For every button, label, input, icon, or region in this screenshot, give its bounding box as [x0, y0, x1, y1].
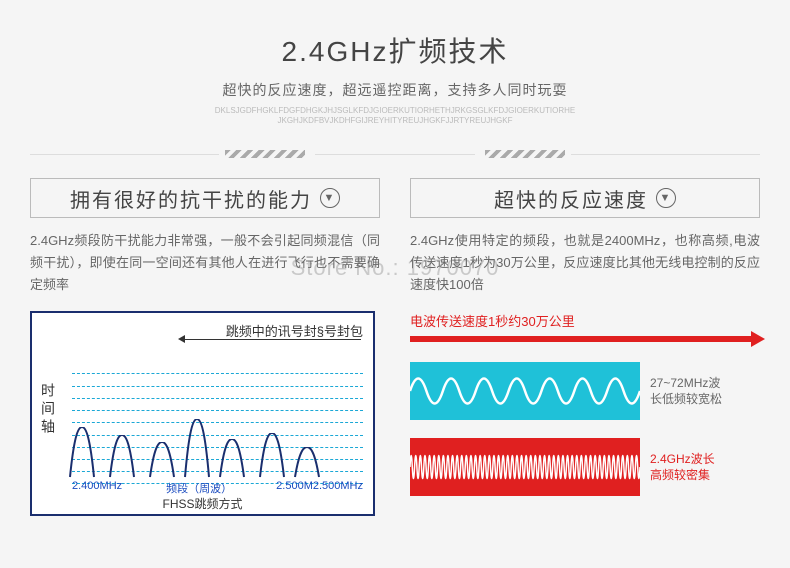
- hump: [148, 442, 176, 479]
- red-wave-caption: 2.4GHz波长 高频较密集: [650, 451, 755, 485]
- right-body-text: 2.4GHz使用特定的频段，也就是2400MHz，也称高频,电波传送速度1秒为3…: [410, 230, 760, 296]
- left-column: 拥有很好的抗干扰的能力 ▼ 2.4GHz频段防干扰能力非常强，一般不会引起同频混…: [30, 178, 380, 516]
- cyan-wave-box: [410, 362, 640, 420]
- scale-left: 2.400MHz: [72, 480, 122, 496]
- left-section-header: 拥有很好的抗干扰的能力 ▼: [30, 178, 380, 218]
- sub-title: 超快的反应速度，超远遥控距离，支持多人同时玩耍: [0, 80, 790, 100]
- scale-right: 2.500M2.500MHz: [276, 480, 363, 496]
- fhss-caption: FHSS跳频方式: [32, 495, 373, 512]
- tiny-line-2: JKGHJKDFBVJKDHFGIJREYHITYREUJHGKFJJRTYRE…: [0, 116, 790, 126]
- wave-area: [72, 373, 363, 479]
- red-wave-row: 2.4GHz波长 高频较密集: [410, 438, 755, 496]
- fhss-pointer-tip: [178, 335, 185, 343]
- fhss-diagram: 跳频中的讯号封§号封包 时间轴 2.400MHz 频段（周波） 2.500M2.…: [30, 311, 375, 516]
- cyan-line-2: 长低频较宽松: [650, 391, 755, 408]
- time-axis-label: 时间轴: [38, 383, 58, 437]
- right-section-title: 超快的反应速度: [494, 184, 648, 213]
- cyan-line-1: 27~72MHz波: [650, 375, 755, 392]
- dash-line: [72, 410, 363, 411]
- hump: [258, 433, 286, 479]
- red-line-1: 2.4GHz波长: [650, 451, 755, 468]
- red-label: 电波传送速度1秒约30万公里: [410, 311, 755, 330]
- dash-line: [72, 373, 363, 374]
- cyan-wave-caption: 27~72MHz波 长低频较宽松: [650, 375, 755, 409]
- main-title: 2.4GHz扩频技术: [0, 30, 790, 70]
- dash-line: [72, 386, 363, 387]
- hump: [218, 439, 246, 479]
- speed-diagram: 电波传送速度1秒约30万公里 27~72MHz波 长低频较宽松 2.4GHz波长…: [410, 311, 755, 496]
- hump: [293, 447, 321, 479]
- dash-line: [72, 398, 363, 399]
- right-section-header: 超快的反应速度 ▼: [410, 178, 760, 218]
- fhss-label: 跳频中的讯号封§号封包: [226, 321, 363, 340]
- left-body-text: 2.4GHz频段防干扰能力非常强，一般不会引起同频混信（同频干扰），即使在同一空…: [30, 230, 380, 296]
- left-section-title: 拥有很好的抗干扰的能力: [70, 184, 312, 213]
- chevron-down-icon: ▼: [320, 188, 340, 208]
- hump: [183, 419, 211, 479]
- red-wave-box: [410, 438, 640, 496]
- hump: [68, 427, 96, 479]
- red-arrow: [410, 336, 755, 342]
- fhss-pointer-line: [182, 339, 361, 340]
- cyan-wave-row: 27~72MHz波 长低频较宽松: [410, 362, 755, 420]
- dash-line: [72, 422, 363, 423]
- chevron-down-icon: ▼: [656, 188, 676, 208]
- tiny-text: DKLSJGDFHGKLFDGFDHGKJHJSGLKFDJGIOERKUTIO…: [0, 106, 790, 125]
- right-column: 超快的反应速度 ▼ 2.4GHz使用特定的频段，也就是2400MHz，也称高频,…: [410, 178, 760, 516]
- hump: [108, 435, 136, 479]
- divider: [30, 150, 760, 158]
- bottom-scale: 2.400MHz 频段（周波） 2.500M2.500MHz: [72, 480, 363, 496]
- scale-mid: 频段（周波）: [166, 480, 232, 496]
- tiny-line-1: DKLSJGDFHGKLFDGFDHGKJHJSGLKFDJGIOERKUTIO…: [0, 106, 790, 116]
- red-line-2: 高频较密集: [650, 467, 755, 484]
